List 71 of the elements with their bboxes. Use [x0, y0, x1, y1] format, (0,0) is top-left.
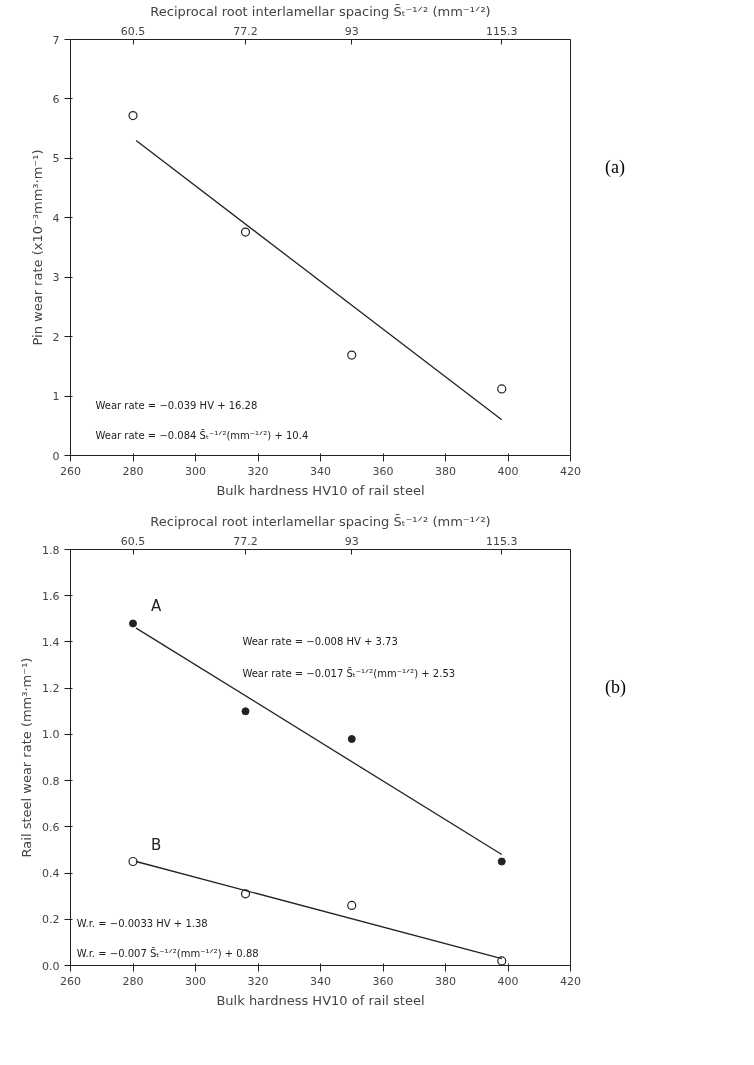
annotation: Wear rate = −0.084 S̄ₜ⁻¹ᐟ²(mm⁻¹ᐟ²) + 10.4 — [95, 428, 309, 441]
y-tick-label: 5 — [52, 152, 60, 166]
y-tick-label: 1.4 — [42, 635, 60, 649]
annotation: W.r. = −0.0033 HV + 1.38 — [76, 917, 208, 929]
x2-tick-label: 93 — [344, 24, 359, 38]
x2-tick-label: 60.5 — [120, 534, 146, 548]
point — [347, 350, 357, 360]
x-tick-label: 300 — [185, 464, 206, 478]
x2-axis-title: Reciprocal root interlamellar spacing S̄ₜ⁻¹ᐟ² (mm⁻¹ᐟ²) — [150, 3, 491, 19]
annotation: Wear rate = −0.008 HV + 3.73 — [242, 635, 398, 647]
y-tick-label: 3 — [52, 271, 60, 285]
x-tick-label: 300 — [185, 974, 206, 988]
x-tick-label: 380 — [435, 464, 456, 478]
y-tick-label: 0.2 — [42, 913, 60, 927]
annotation: Wear rate = −0.039 HV + 16.28 — [95, 399, 258, 411]
point — [347, 735, 356, 743]
x-tick-label: 360 — [372, 974, 394, 988]
x-tick-label: 280 — [122, 464, 144, 478]
y-tick-label: 1.0 — [42, 728, 60, 742]
y-axis-title: Rail steel wear rate (mm³·m⁻¹) — [19, 657, 35, 858]
y-tick-label: 0.6 — [42, 820, 60, 834]
annotation: W.r. = −0.007 S̄ₜ⁻¹ᐟ²(mm⁻¹ᐟ²) + 0.88 — [76, 946, 259, 959]
x-tick-label: 420 — [560, 974, 581, 988]
y-tick-label: 1 — [52, 390, 60, 404]
y-tick-label: 0.8 — [42, 774, 60, 788]
x-axis-title: Bulk hardness HV10 of rail steel — [216, 992, 425, 1008]
text: (b) — [605, 676, 626, 699]
x2-tick-label: 93 — [344, 534, 359, 548]
annotation: Wear rate = −0.017 S̄ₜ⁻¹ᐟ²(mm⁻¹ᐟ²) + 2.53 — [242, 667, 456, 679]
x-tick-label: 320 — [247, 974, 269, 988]
x-tick-label: 260 — [60, 464, 81, 478]
x2-tick-label: 115.3 — [486, 24, 518, 38]
x-tick-label: 400 — [497, 464, 519, 478]
x2-tick-label: 77.2 — [233, 534, 258, 548]
x-tick-label: 400 — [497, 974, 519, 988]
point — [497, 956, 507, 966]
y-tick-label: 1.6 — [42, 589, 60, 603]
y-axis-title: Pin wear rate (x10⁻³mm³·m⁻¹) — [29, 149, 45, 346]
x-tick-label: 320 — [247, 464, 269, 478]
y-tick-label: 4 — [52, 211, 60, 225]
point — [129, 619, 137, 628]
y-tick-label: 1.2 — [42, 682, 60, 696]
point — [241, 707, 250, 716]
y-tick-label: 0.0 — [42, 959, 60, 973]
x2-tick-label: 115.3 — [486, 534, 518, 548]
y-tick-label: 6 — [52, 92, 60, 106]
x-tick-label: 380 — [435, 974, 456, 988]
x-tick-label: 360 — [372, 464, 394, 478]
series-label: A — [151, 597, 162, 616]
x-tick-label: 420 — [560, 464, 581, 478]
point — [240, 227, 251, 237]
x-tick-label: 260 — [60, 974, 81, 988]
y-tick-label: 0.4 — [42, 867, 60, 881]
point — [240, 889, 251, 899]
y-tick-label: 1.8 — [42, 543, 60, 557]
x2-tick-label: 77.2 — [233, 24, 258, 38]
point — [497, 857, 506, 866]
x-tick-label: 340 — [310, 974, 331, 988]
x-tick-label: 280 — [122, 974, 144, 988]
x-axis-title: Bulk hardness HV10 of rail steel — [216, 482, 425, 498]
x-tick-label: 340 — [310, 464, 331, 478]
point — [497, 384, 507, 394]
text: (a) — [605, 156, 625, 179]
series-label: B — [151, 835, 162, 854]
x2-tick-label: 60.5 — [120, 24, 146, 38]
point — [128, 110, 138, 121]
y-tick-label: 2 — [52, 330, 60, 344]
point — [347, 900, 357, 910]
y-tick-label: 0 — [52, 449, 60, 463]
x2-axis-title: Reciprocal root interlamellar spacing S̄ₜ⁻¹ᐟ² (mm⁻¹ᐟ²) — [150, 513, 491, 529]
y-tick-label: 7 — [52, 33, 60, 47]
